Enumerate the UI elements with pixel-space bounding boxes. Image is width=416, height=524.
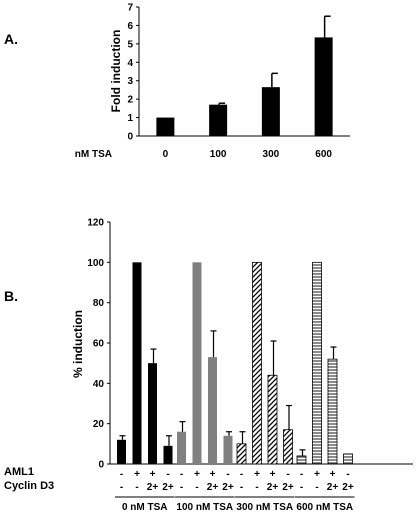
panel-b-label: B. — [4, 288, 18, 304]
aml1-sign: - — [240, 469, 243, 480]
cyclin-d3-sign: - — [195, 482, 198, 493]
cyclin-d3-sign: - — [135, 482, 138, 493]
aml1-sign: + — [314, 469, 320, 480]
aml1-sign: + — [150, 469, 156, 480]
panel-b-y-tick-label: 40 — [93, 379, 105, 390]
panel-b-bar — [117, 439, 126, 464]
panel-b-bar — [327, 358, 338, 465]
panel-a-y-tick-label: 6 — [127, 21, 133, 32]
panel-a-label: A. — [4, 31, 18, 47]
panel-a-bar — [314, 37, 333, 136]
aml1-sign: + — [134, 469, 140, 480]
panel-a-y-axis-title: Fold induction — [109, 30, 123, 113]
panel-b-y-axis-title: % induction — [71, 310, 85, 378]
panel-b-bar — [192, 262, 202, 464]
panel-b-bar — [223, 435, 233, 464]
panel-b-y-tick-label: 20 — [93, 419, 105, 430]
panel-b-bar — [283, 429, 293, 465]
panel-b-bar — [132, 262, 142, 464]
panel-b-y-tick-label: 120 — [87, 218, 104, 229]
aml1-sign: - — [286, 469, 289, 480]
panel-b-bar — [208, 357, 217, 464]
group-label: 0 nM TSA — [122, 502, 168, 513]
aml1-sign: - — [120, 469, 123, 480]
panel-b-bar — [236, 443, 247, 465]
aml1-sign: - — [166, 469, 169, 480]
panel-a-y-tick-label: 2 — [127, 95, 133, 106]
panel-a-x-tick-label: 0 — [163, 149, 169, 160]
panel-a-bars: 0 100 300 600 — [156, 15, 333, 160]
panel-b-bar — [267, 374, 278, 465]
cyclin-d3-sign: 2+ — [147, 482, 159, 493]
panel-b-y-tick-label: 80 — [93, 298, 105, 309]
panel-b-bar — [312, 261, 322, 465]
panel-a-y-tick-label: 5 — [127, 39, 133, 50]
cyclin-d3-sign: 2+ — [327, 482, 339, 493]
panel-b-bar — [343, 453, 353, 465]
panel-b-bars — [117, 261, 353, 465]
aml1-sign: - — [226, 469, 229, 480]
cyclin-d3-sign: 2+ — [282, 482, 294, 493]
panel-a-x-tick-label: 100 — [210, 149, 227, 160]
panel-b-y-tick-label: 60 — [93, 339, 105, 350]
aml1-sign: + — [330, 469, 336, 480]
cyclin-d3-sign: 2+ — [162, 482, 174, 493]
row-label-cyclin-d3: Cyclin D3 — [4, 480, 54, 492]
panel-a-y-tick-label: 1 — [127, 113, 133, 124]
aml1-sign: + — [210, 469, 216, 480]
panel-b-bar — [177, 431, 186, 464]
panel-a-x-tick-label: 300 — [263, 149, 280, 160]
panel-a-bar — [156, 117, 175, 136]
cyclin-d3-sign: 2+ — [222, 482, 234, 493]
panel-a-bar — [261, 87, 280, 136]
cyclin-d3-sign: - — [180, 482, 183, 493]
cyclin-d3-sign: 2+ — [207, 482, 219, 493]
panel-a-bar — [209, 104, 228, 136]
panel-b-chart: B. % induction AML1 Cyclin D3 0 20 40 60 80 1… — [4, 218, 413, 513]
aml1-sign: - — [346, 469, 349, 480]
panel-b-y-tick-label: 100 — [87, 258, 104, 269]
cyclin-d3-sign: - — [120, 482, 123, 493]
cyclin-d3-sign: - — [300, 482, 303, 493]
panel-a-chart: A. Fold induction nM TSA 0 1 2 3 4 5 6 7 0 100 30… — [4, 3, 350, 160]
panel-a-x-row-label: nM TSA — [75, 149, 112, 160]
cyclin-d3-sign: - — [240, 482, 243, 493]
panel-b-condition-labels: --+-+2+-2+0 nM TSA--+-+2+-2+100 nM TSA--… — [115, 469, 355, 513]
cyclin-d3-sign: 2+ — [267, 482, 279, 493]
panel-b-y-tick-label: 0 — [98, 460, 104, 471]
group-label: 100 nM TSA — [176, 502, 233, 513]
cyclin-d3-sign: - — [255, 482, 258, 493]
aml1-sign: - — [300, 469, 303, 480]
aml1-sign: + — [270, 469, 276, 480]
panel-b-bar — [163, 445, 173, 464]
panel-b-bar — [148, 363, 157, 464]
cyclin-d3-sign: 2+ — [342, 482, 354, 493]
aml1-sign: + — [254, 469, 260, 480]
aml1-sign: - — [180, 469, 183, 480]
panel-a-x-tick-label: 600 — [315, 149, 332, 160]
cyclin-d3-sign: - — [315, 482, 318, 493]
group-label: 600 nM TSA — [296, 502, 353, 513]
panel-a-y-tick-label: 0 — [127, 132, 133, 143]
panel-a-y-tick-label: 3 — [127, 76, 133, 87]
aml1-sign: + — [194, 469, 200, 480]
panel-a-y-tick-label: 7 — [127, 3, 133, 14]
row-label-aml1: AML1 — [4, 466, 34, 478]
panel-b-bar — [252, 261, 262, 465]
panel-b-bar — [296, 455, 307, 465]
group-label: 300 nM TSA — [236, 502, 293, 513]
panel-a-y-tick-label: 4 — [127, 58, 133, 69]
